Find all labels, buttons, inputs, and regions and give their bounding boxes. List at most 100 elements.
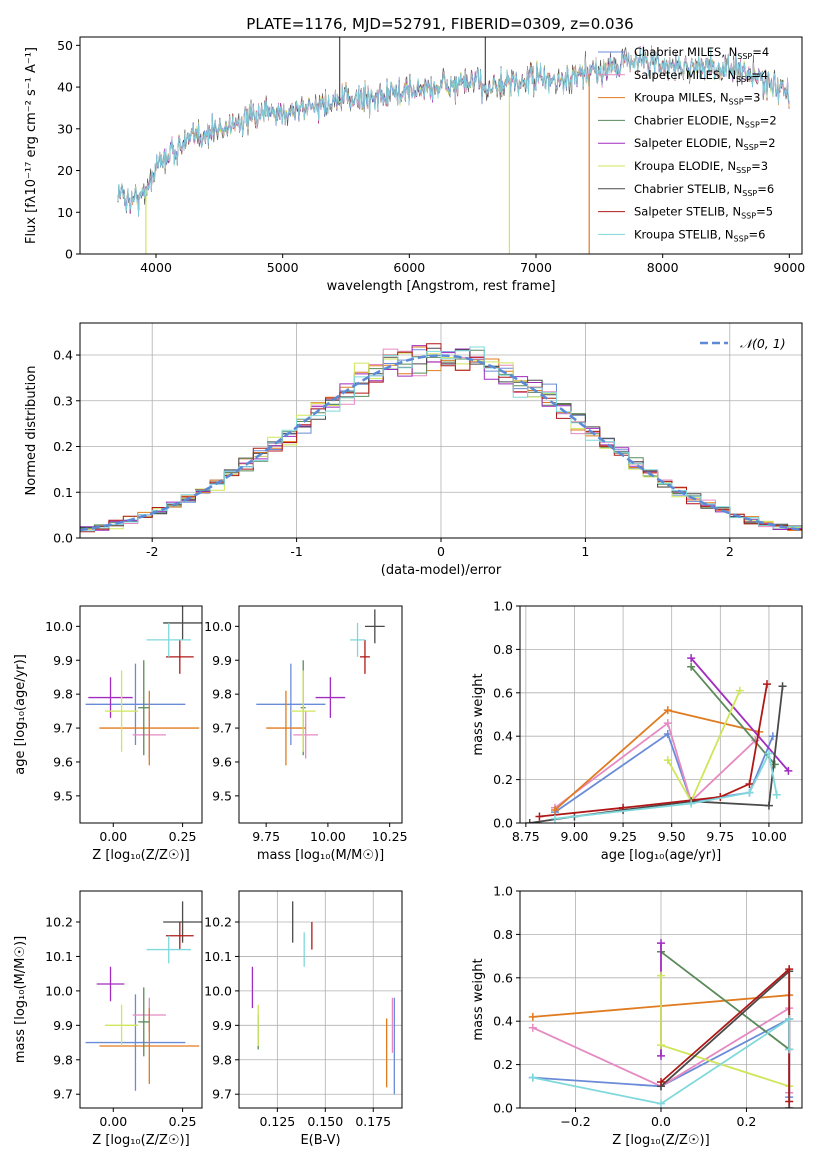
x-tick-label: 6000 (393, 260, 425, 275)
y-tick-label: 9.9 (53, 1018, 73, 1033)
legend-label: Salpeter MILES, NSSP=4 (634, 68, 768, 84)
y-tick-label: 10.2 (45, 915, 73, 930)
weight-marker (528, 1012, 537, 1021)
legend-count: =4 (752, 45, 769, 59)
weight-marker (772, 790, 781, 799)
y-tick-label: 10.0 (204, 619, 232, 634)
x-tick-label: 7000 (520, 260, 552, 275)
axes-weight_vs_age: 8.75 9.00 9.25 9.50 9.75 10.00 0.0 0.2 0.4 0.6 0.8… (471, 599, 803, 863)
weight-marker (785, 965, 794, 974)
weight-line (532, 1017, 791, 1105)
y-tick-label: 0 (65, 247, 73, 262)
legend-label: Chabrier ELODIE, NSSP=2 (634, 113, 777, 129)
x-axis-label: age [log₁₀(age/yr)] (601, 848, 722, 863)
axes-age_vs_Z: 0.00 0.25 9.5 9.6 9.7 9.8 9.9 10.0 Z [log₁₀(Z/Z☉… (13, 605, 203, 863)
y-tick-label: 10.1 (45, 949, 73, 964)
plot-area-residuals (80, 343, 802, 538)
axes-residuals: -2 -1 0 1 2 0.0 0.1 0.2 0.3 0.4 (data-model)/error… (24, 322, 803, 578)
weight-marker (657, 971, 665, 980)
weight-line (660, 951, 790, 1051)
weight-marker (657, 1041, 665, 1050)
y-tick-label: 9.6 (212, 754, 232, 769)
plot-area-weight_vs_Z (528, 939, 794, 1108)
axes-frame-weight_vs_age: 8.75 9.00 9.25 9.50 9.75 10.00 0.0 0.2 0.4 0.6 0.8… (471, 599, 803, 863)
plot-area-mass_vs_Z (85, 901, 202, 1091)
y-tick-label: 0.0 (53, 531, 73, 546)
y-tick-label: 0.8 (493, 927, 513, 942)
legend-subscript: SSP (744, 143, 759, 152)
x-tick-label: 9.25 (609, 829, 637, 844)
axes-border (238, 605, 403, 824)
figure-title: PLATE=1176, MJD=52791, FIBERID=0309, z=0… (246, 15, 633, 33)
legend-subscript: SSP (736, 166, 751, 175)
y-axis-label: Normed distribution (24, 366, 39, 496)
y-tick-label: 0.6 (493, 685, 513, 700)
y-tick-label: 10.2 (204, 915, 232, 930)
y-tick-label: 0.1 (53, 485, 73, 500)
axes-mass_vs_ebv: 0.125 0.150 0.175 9.7 9.8 9.9 10.0 10.1 10.2 E(B-… (204, 890, 403, 1148)
x-axis-label: Z [log₁₀(Z/Z☉)] (612, 1133, 709, 1148)
y-tick-label: 9.8 (212, 687, 232, 702)
legend-subscript: SSP (742, 189, 757, 198)
y-axis-label: Flux [fλ10⁻¹⁷ erg cm⁻² s⁻¹ A⁻¹] (24, 47, 39, 244)
y-tick-label: 0.2 (53, 439, 73, 454)
y-tick-label: 9.7 (53, 1087, 73, 1102)
y-tick-label: 0.0 (493, 1101, 513, 1116)
weight-marker (663, 706, 672, 715)
y-tick-label: 0.0 (493, 816, 513, 831)
weight-line (554, 721, 756, 809)
weight-marker (657, 939, 665, 948)
legend-count: =2 (760, 113, 777, 127)
normal-curve (80, 354, 802, 532)
weight-marker (745, 788, 754, 797)
weight-marker (525, 819, 534, 823)
weight-marker (785, 1097, 794, 1106)
y-tick-label: 20 (57, 163, 73, 178)
axes-border (79, 890, 203, 1109)
axes-spectrum: 4000 5000 6000 7000 8000 9000 0 10 20 30 40 50 wavel… (24, 36, 805, 294)
weight-marker (785, 1015, 794, 1024)
x-axis-label: mass [log₁₀(M/M☉)] (257, 848, 384, 863)
x-tick-label: 0 (437, 544, 445, 559)
axes-frame-spectrum: 4000 5000 6000 7000 8000 9000 0 10 20 30 40 50 wavel… (24, 36, 805, 294)
y-tick-label: 50 (57, 38, 73, 53)
plot-area-weight_vs_age (525, 654, 793, 823)
legend-count: =3 (751, 159, 768, 173)
y-tick-label: 10.1 (204, 949, 232, 964)
x-axis-label: wavelength [Angstrom, rest frame] (327, 279, 556, 294)
legend-subscript: SSP (736, 75, 751, 84)
weight-marker (764, 749, 773, 758)
weight-marker (762, 680, 771, 689)
axes-border (519, 605, 803, 824)
x-tick-label: 4000 (140, 260, 172, 275)
axes-age_vs_mass: 9.75 10.00 10.25 9.5 9.6 9.7 9.8 9.9 10.0 mass [l… (204, 605, 408, 863)
legend-label: Chabrier STELIB, NSSP=6 (634, 182, 774, 198)
axes-frame-residuals: -2 -1 0 1 2 0.0 0.1 0.2 0.3 0.4 (data-model)/error… (24, 322, 803, 578)
y-axis-label: age [log₁₀(age/yr)] (13, 654, 28, 775)
axes-border (79, 36, 803, 255)
weight-line (690, 657, 790, 772)
weight-marker (551, 805, 560, 814)
x-tick-label: 10.25 (372, 829, 408, 844)
y-tick-label: 0.2 (493, 772, 513, 787)
weight-marker (687, 654, 696, 663)
y-tick-label: 10.0 (45, 983, 73, 998)
y-tick-label: 9.7 (212, 721, 232, 736)
y-tick-label: 9.8 (212, 1052, 232, 1067)
y-axis-label: mass weight (471, 673, 486, 755)
weight-marker (764, 801, 773, 810)
legend-label: 𝒩(0, 1) (740, 336, 786, 351)
x-tick-label: 9.00 (561, 829, 589, 844)
axes-border (79, 605, 203, 824)
plot-area-spectrum (117, 37, 790, 254)
x-tick-label: 9.75 (252, 829, 280, 844)
plot-area-mass_vs_ebv (251, 901, 395, 1095)
weight-marker (657, 1051, 665, 1060)
x-tick-label: 0.175 (355, 1114, 391, 1129)
x-tick-label: −0.2 (560, 1114, 590, 1129)
spectrum-line (117, 46, 790, 217)
y-tick-label: 9.6 (53, 754, 73, 769)
y-tick-label: 10.0 (45, 619, 73, 634)
plot-area-age_vs_Z (85, 606, 202, 766)
